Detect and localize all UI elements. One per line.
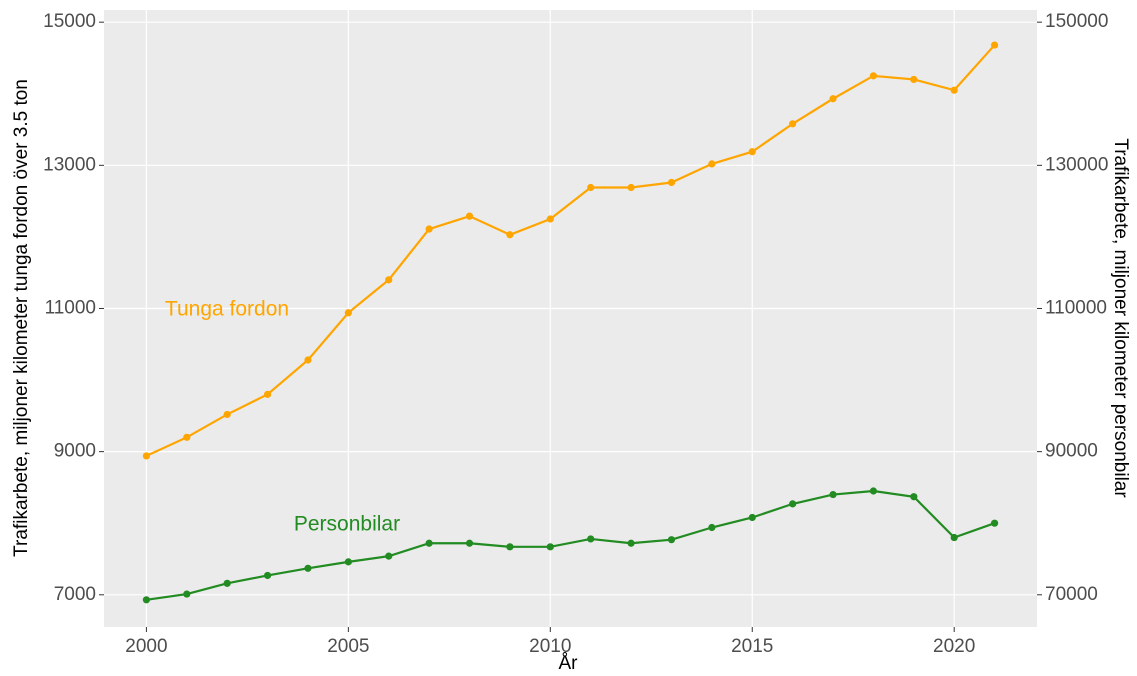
y-tick-label: 13000 (43, 154, 96, 175)
y-tick-label: 15000 (43, 11, 96, 32)
series-line (146, 489, 995, 601)
y2-tick-label: 70000 (1045, 584, 1098, 605)
point (789, 120, 797, 128)
x-tick-label: 2005 (327, 636, 369, 657)
point (263, 571, 272, 580)
y2-axis-label: Trafikarbete, miljoner kilometer personb… (1110, 138, 1131, 498)
point (223, 579, 231, 587)
point (263, 390, 272, 398)
x-tick-label: 2010 (529, 636, 571, 657)
y-tick-label: 9000 (54, 441, 96, 462)
point (910, 493, 918, 501)
point (950, 533, 958, 542)
point (385, 276, 393, 284)
point (304, 356, 312, 364)
x-axis-label: År (559, 653, 579, 674)
point (142, 596, 151, 604)
x-tick-label: 2015 (731, 636, 773, 657)
y-tick-label: 7000 (54, 584, 96, 605)
y-tick-label: 11000 (45, 297, 96, 318)
point (667, 178, 676, 187)
series-annotation: Tunga fordon (165, 298, 289, 321)
x-tick-label: 2000 (125, 636, 167, 657)
point (304, 564, 312, 572)
point (142, 452, 151, 460)
point (990, 41, 999, 49)
point (465, 212, 474, 220)
point (789, 500, 797, 508)
point (748, 148, 756, 156)
point (990, 519, 999, 527)
point (950, 86, 958, 94)
point (910, 75, 918, 84)
point (425, 225, 433, 233)
point (627, 183, 635, 192)
series-line (145, 44, 996, 457)
point (425, 539, 433, 547)
y2-tick-label: 150000 (1045, 11, 1108, 32)
y2-tick-label: 110000 (1045, 297, 1107, 318)
point (587, 183, 595, 192)
point (748, 513, 756, 522)
point (869, 72, 878, 80)
point (183, 433, 191, 441)
point (869, 487, 878, 495)
point (183, 590, 191, 598)
point (223, 410, 231, 419)
point (829, 490, 837, 499)
point (708, 523, 716, 532)
point (627, 539, 635, 547)
series-annotation: Personbilar (294, 513, 400, 536)
point (667, 536, 676, 544)
y-axis-label: Trafikarbete, miljoner kilometer tunga f… (11, 79, 32, 557)
point (344, 558, 352, 566)
point (506, 543, 514, 551)
point (708, 160, 716, 168)
point (546, 215, 554, 223)
point (829, 95, 837, 103)
point (546, 543, 554, 551)
x-tick-label: 2020 (933, 636, 975, 657)
point (465, 539, 474, 547)
point (506, 231, 514, 239)
plot-background (104, 10, 1037, 627)
point (385, 552, 393, 560)
y2-tick-label: 130000 (1045, 154, 1108, 175)
point (587, 535, 595, 543)
point (344, 309, 352, 317)
y2-tick-label: 90000 (1045, 441, 1098, 462)
